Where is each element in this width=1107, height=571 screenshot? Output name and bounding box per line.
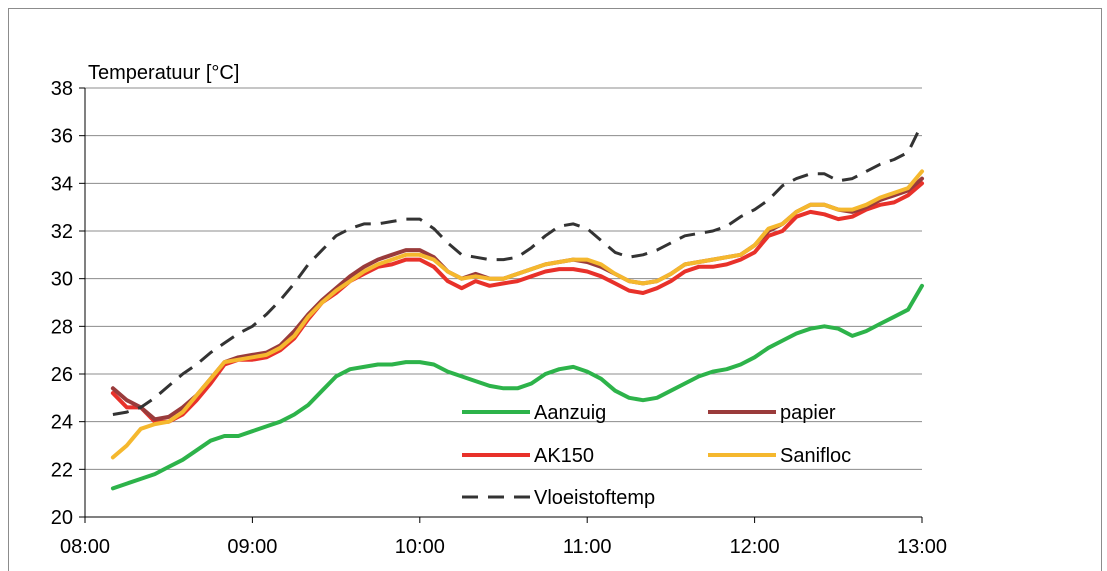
y-tick-label: 36: [51, 126, 73, 148]
y-tick-label: 34: [51, 173, 73, 195]
x-tick-label: 10:00: [395, 536, 445, 558]
legend: Aanzuig papier AK150 Sanifloc Vloeistoftemp: [462, 402, 851, 509]
x-tick-labels: 08:00 09:00 10:00 11:00 12:00 13:00: [60, 536, 947, 558]
x-tick-label: 09:00: [227, 536, 277, 558]
legend-label: Vloeistoftemp: [534, 487, 655, 509]
y-tick-label: 28: [51, 316, 73, 338]
y-tick-label: 32: [51, 221, 73, 243]
y-tick-label: 20: [51, 507, 73, 529]
legend-label: Sanifloc: [780, 445, 851, 467]
x-tick-label: 13:00: [897, 536, 947, 558]
series-line-vloeistoftemp: [112, 123, 924, 416]
x-tick-label: 08:00: [60, 536, 110, 558]
x-tick-label: 11:00: [563, 536, 612, 558]
series-line-aanzuig: [110, 283, 924, 491]
y-tick-label: 30: [51, 269, 73, 291]
series-line-sanifloc: [110, 169, 924, 460]
y-tick-label: 26: [51, 364, 73, 386]
series-lines: [110, 123, 924, 491]
y-tick-labels: 20 22 24 26 28 30 32 34 36 38: [51, 78, 73, 529]
y-tick-label: 22: [51, 459, 73, 481]
y-axis-title: Temperatuur [°C]: [88, 62, 239, 84]
y-tick-label: 38: [51, 78, 73, 100]
x-tick-label: 12:00: [730, 536, 780, 558]
legend-label: Aanzuig: [534, 402, 606, 424]
y-tick-label: 24: [51, 412, 73, 434]
legend-label: AK150: [534, 445, 594, 467]
legend-label: papier: [780, 402, 836, 424]
